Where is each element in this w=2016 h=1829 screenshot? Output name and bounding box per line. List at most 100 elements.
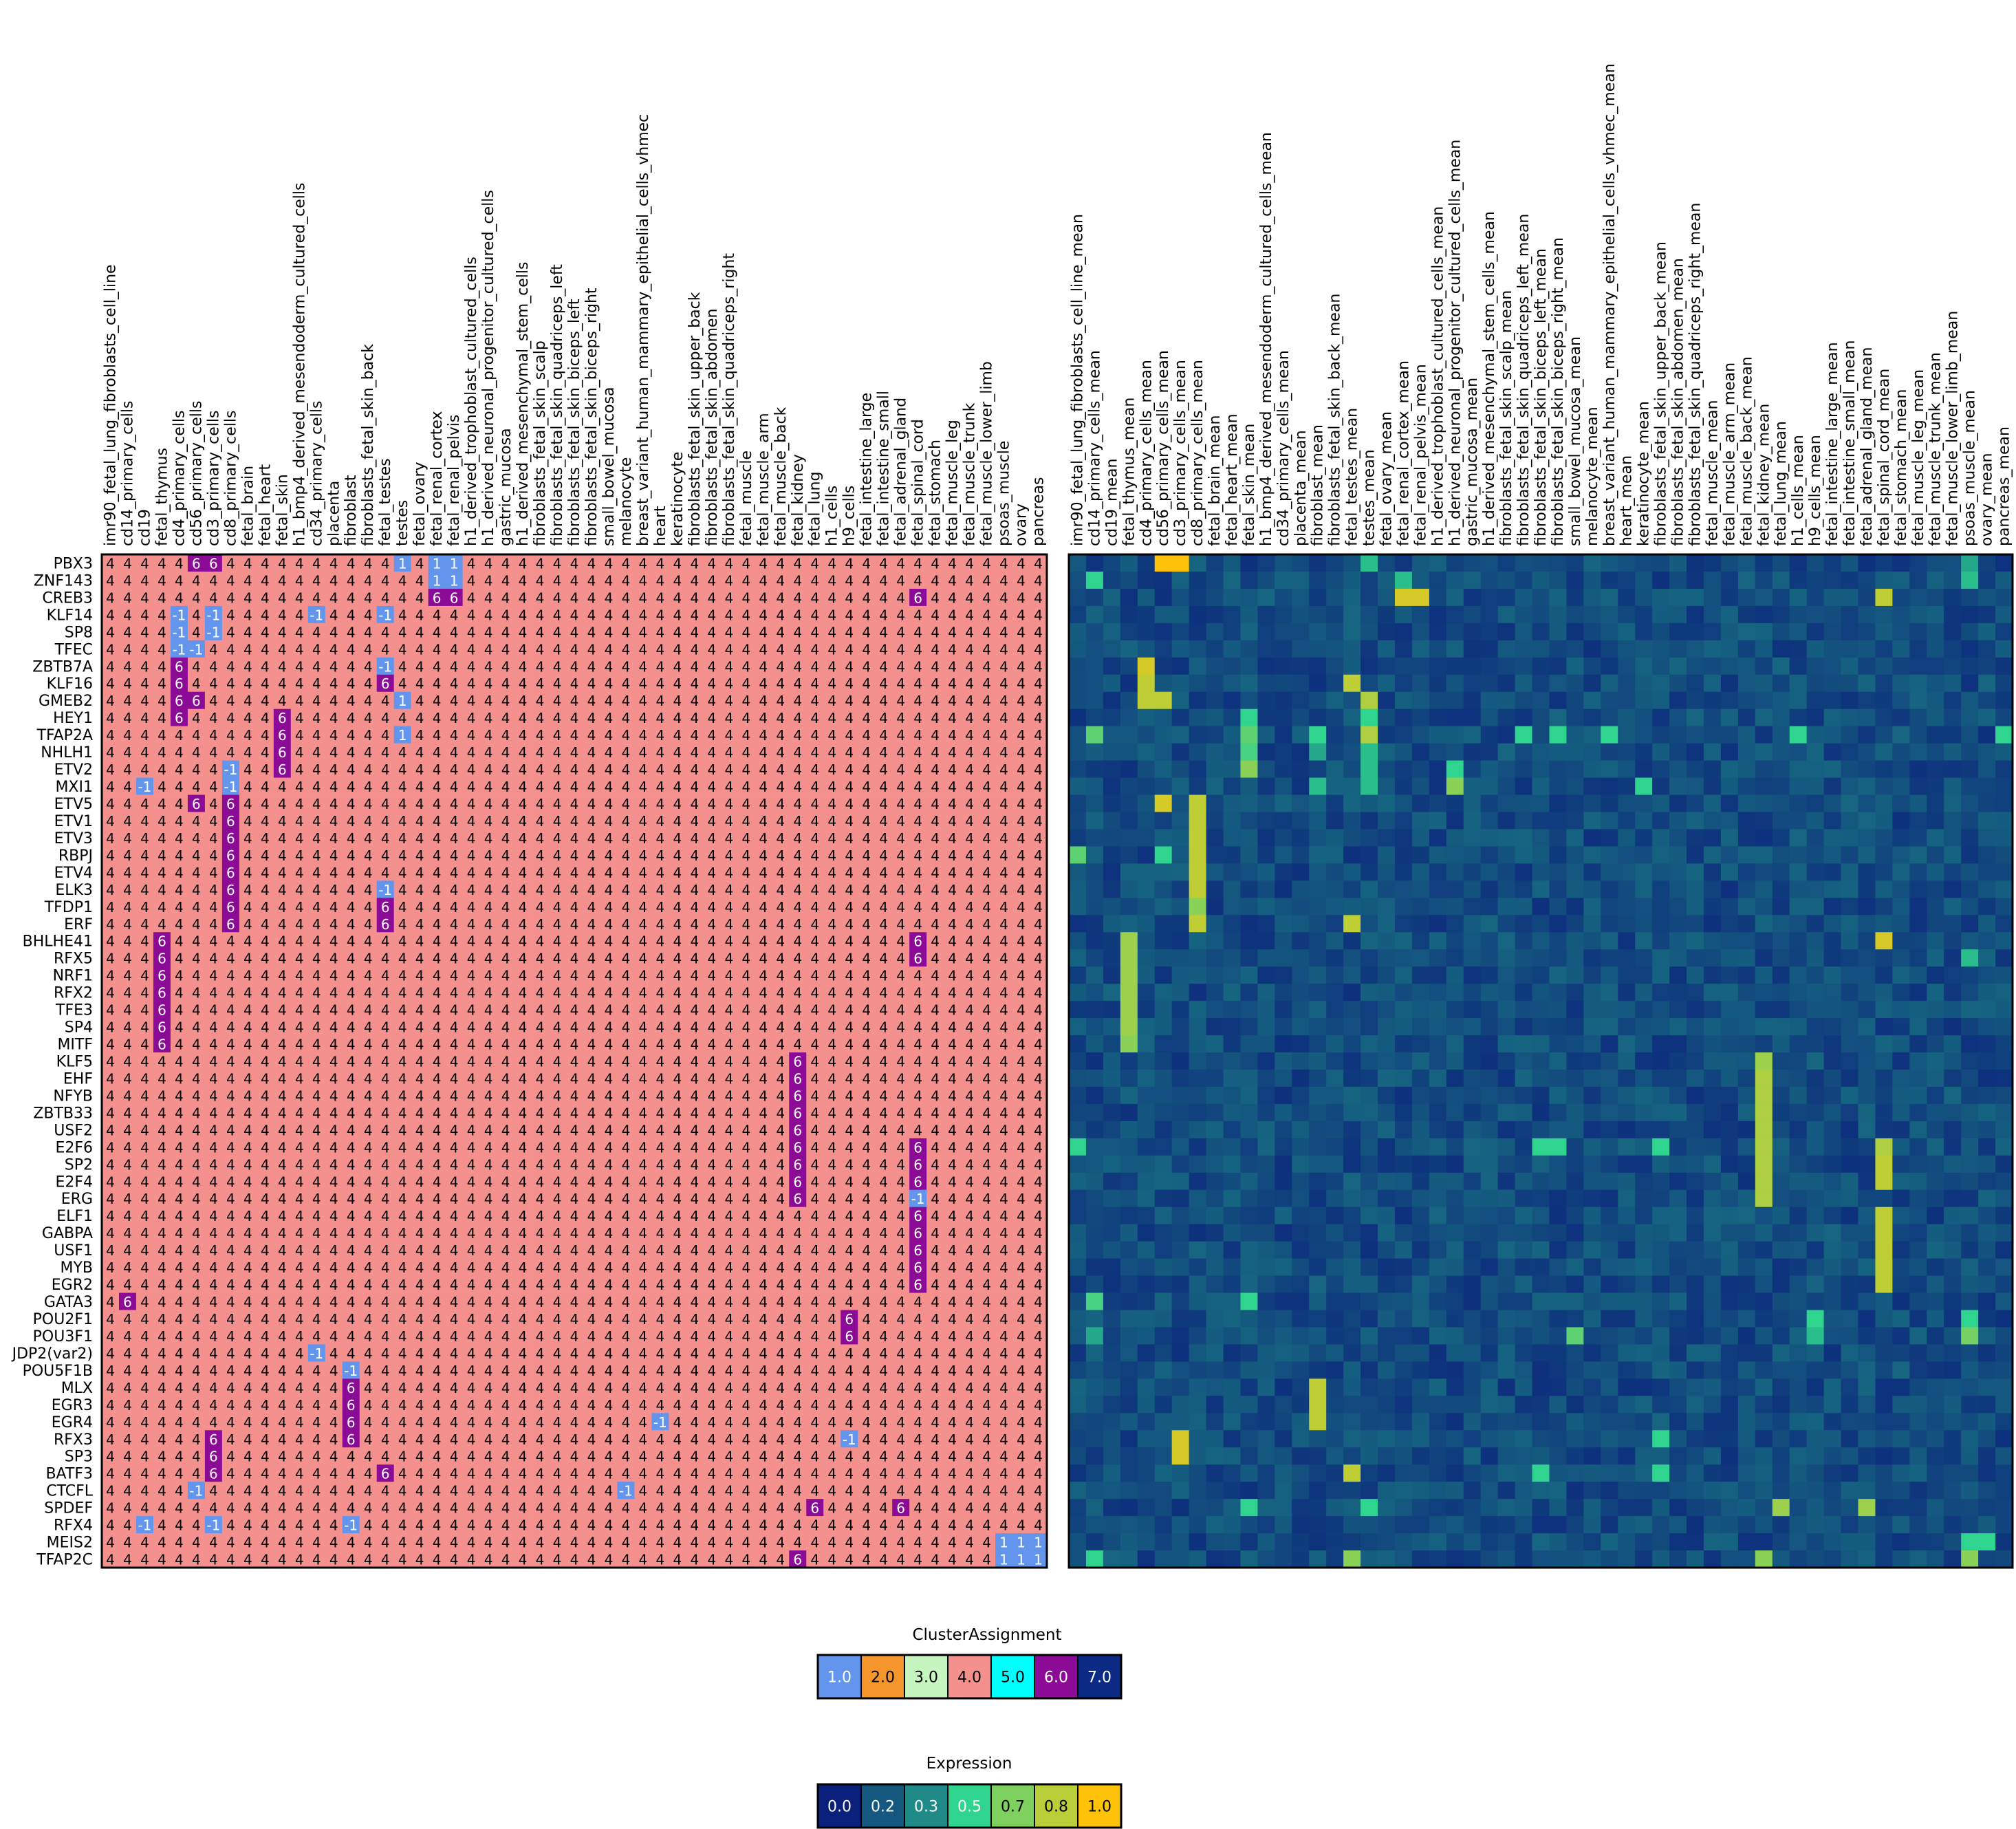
cluster-cell-label: 4 [415, 744, 424, 761]
cluster-column-label: fetal_intestine_small [876, 391, 893, 546]
cluster-cell-label: 4 [450, 796, 459, 812]
cluster-cell-label: 4 [896, 779, 905, 795]
cluster-cell-label: 4 [553, 761, 562, 778]
cluster-cell-label: 4 [673, 1208, 682, 1224]
cluster-cell-label: 4 [656, 813, 665, 830]
cluster-cell-label: 4 [570, 847, 579, 864]
cluster-cell-label: 4 [209, 693, 218, 709]
cluster-cell-label: 4 [845, 968, 854, 984]
cluster-cell-label: 4 [656, 1242, 665, 1259]
cluster-cell-label: 4 [879, 1105, 888, 1121]
cluster-cell-label: 4 [741, 1173, 750, 1190]
cluster-cell-label: 4 [398, 1191, 407, 1207]
cluster-cell [531, 554, 549, 572]
cluster-cell [170, 554, 188, 572]
cluster-cell-label: 4 [776, 1277, 785, 1293]
cluster-cell-label: 4 [965, 624, 974, 640]
cluster-cell-label: 6 [433, 589, 442, 606]
expression-column-label: keratinocyte_mean [1636, 401, 1653, 546]
cluster-cell-label: 4 [879, 916, 888, 933]
cluster-cell-label: 4 [827, 1019, 836, 1036]
cluster-cell-label: 4 [639, 572, 648, 589]
cluster-cell-label: 4 [656, 607, 665, 623]
cluster-cell-label: 6 [793, 1156, 802, 1173]
cluster-cell-label: 4 [691, 1225, 700, 1242]
cluster-cell-label: 4 [553, 1294, 562, 1310]
cluster-cell-label: 4 [226, 658, 235, 675]
cluster-cell-label: 4 [639, 624, 648, 640]
cluster-cell-label: 4 [381, 1019, 390, 1036]
cluster-cell [651, 571, 669, 589]
cluster-cell-label: 4 [484, 727, 493, 744]
cluster-cell-label: 4 [415, 761, 424, 778]
cluster-cell-label: 4 [605, 968, 614, 984]
cluster-cell-label: 4 [845, 847, 854, 864]
cluster-cell-label: 4 [243, 607, 252, 623]
cluster-cell [393, 571, 412, 589]
cluster-cell-label: 4 [982, 813, 991, 830]
cluster-cell-label: 4 [467, 847, 476, 864]
cluster-cell-label: 4 [364, 865, 373, 881]
cluster-cell [376, 588, 395, 607]
cluster-cell-label: 4 [398, 1242, 407, 1259]
cluster-cell-label: 4 [278, 589, 287, 606]
cluster-cell-label: 4 [896, 1054, 905, 1070]
cluster-cell-label: 4 [896, 589, 905, 606]
cluster-cell-label: 4 [982, 744, 991, 761]
cluster-cell-label: 4 [347, 727, 356, 744]
cluster-cell-label: 4 [364, 933, 373, 950]
cluster-cell-label: 4 [158, 589, 166, 606]
cluster-cell-label: 4 [536, 796, 545, 812]
cluster-column-label: cd19 [136, 509, 153, 546]
cluster-cell-label: 4 [123, 985, 132, 1002]
cluster-cell-label: 4 [415, 865, 424, 881]
cluster-cell-label: 4 [724, 1070, 733, 1087]
cluster-cell-label: 4 [450, 830, 459, 847]
cluster-cell-label: 4 [536, 1139, 545, 1156]
cluster-cell-label: 4 [450, 624, 459, 640]
cluster-cell-label: 4 [123, 1105, 132, 1121]
cluster-cell-label: 4 [209, 779, 218, 795]
cluster-cell-label: 4 [741, 968, 750, 984]
cluster-cell-label: 4 [965, 1156, 974, 1173]
cluster-cell [583, 554, 600, 572]
cluster-column-label: fibroblasts_fetal_skin_quadriceps_right [721, 253, 738, 546]
cluster-cell-label: 4 [759, 1139, 768, 1156]
cluster-cell-label: 6 [192, 555, 201, 572]
cluster-cell-label: 4 [622, 1105, 631, 1121]
cluster-cell-label: 4 [415, 675, 424, 692]
cluster-cell-label: 4 [639, 675, 648, 692]
cluster-cell-label: 4 [896, 641, 905, 658]
cluster-cell-label: 4 [175, 951, 184, 967]
cluster-cell-label: 4 [793, 727, 802, 744]
cluster-cell-label: 4 [278, 968, 287, 984]
cluster-cell-label: 4 [519, 555, 528, 572]
cluster-cell-label: 4 [845, 1242, 854, 1259]
cluster-cell-label: 4 [1034, 761, 1043, 778]
cluster-cell-label: 4 [587, 761, 596, 778]
cluster-cell-label: 4 [879, 1208, 888, 1224]
expression-column-label: breast_variant_human_mammary_epithelial_… [1601, 63, 1618, 546]
cluster-cell-label: 4 [999, 1054, 1008, 1070]
cluster-cell-label: 4 [965, 933, 974, 950]
cluster-cell-label: 4 [759, 796, 768, 812]
cluster-cell-label: 4 [810, 830, 819, 847]
cluster-cell-label: 4 [123, 1191, 132, 1207]
cluster-cell-label: 4 [810, 693, 819, 709]
cluster-cell-label: 4 [656, 1173, 665, 1190]
cluster-cell-label: 4 [209, 761, 218, 778]
cluster-cell-label: 4 [570, 727, 579, 744]
cluster-cell-label: 4 [484, 1002, 493, 1019]
cluster-cell-label: 4 [261, 658, 270, 675]
cluster-cell-label: 4 [896, 1019, 905, 1036]
cluster-cell-label: 4 [106, 968, 115, 984]
cluster-cell-label: 4 [381, 1191, 390, 1207]
cluster-cell-label: 4 [501, 693, 510, 709]
cluster-cell-label: 4 [965, 968, 974, 984]
cluster-cell-label: 4 [140, 1122, 149, 1138]
cluster-cell-label: 4 [106, 555, 115, 572]
cluster-cell-label: 4 [776, 882, 785, 898]
cluster-cell-label: 4 [295, 796, 304, 812]
cluster-cell-label: 4 [450, 658, 459, 675]
cluster-cell [256, 588, 274, 607]
